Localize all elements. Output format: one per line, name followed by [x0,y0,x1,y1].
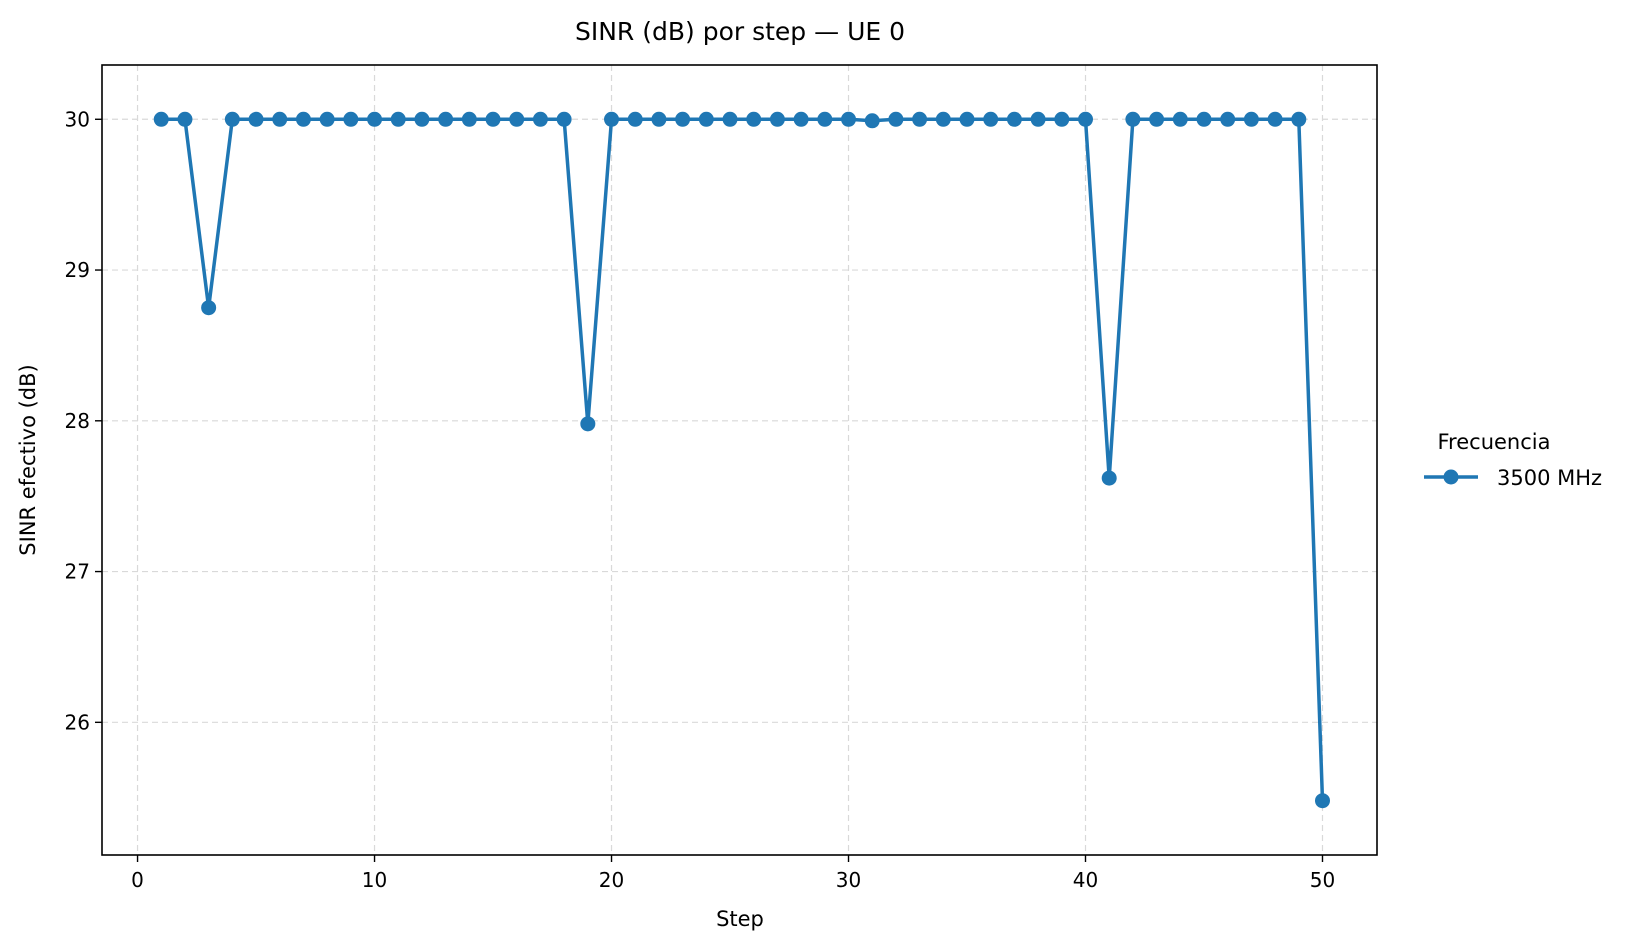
data-point [722,111,738,127]
x-tick-label: 30 [836,868,861,892]
data-point [1149,111,1165,127]
data-point [675,111,691,127]
y-tick-label: 29 [65,258,90,282]
data-point [604,111,620,127]
data-point [959,111,975,127]
data-point [912,111,928,127]
data-point [746,111,762,127]
data-point [390,111,406,127]
data-point [1314,793,1330,809]
x-tick-label: 40 [1073,868,1098,892]
data-point [224,111,240,127]
data-point [580,416,596,432]
y-tick-label: 30 [65,107,90,131]
data-point [864,113,880,129]
x-axis-label: Step [716,907,764,931]
data-point [438,111,454,127]
data-point [509,111,525,127]
x-tick-label: 0 [131,868,144,892]
data-point [556,111,572,127]
data-point [153,111,169,127]
data-point [769,111,785,127]
legend-entry-label: 3500 MHz [1497,466,1602,490]
y-tick-label: 28 [65,409,90,433]
data-point [983,111,999,127]
data-point [343,111,359,127]
data-point [295,111,311,127]
data-point [627,111,643,127]
data-point [935,111,951,127]
data-point [1030,111,1046,127]
data-point [1054,111,1070,127]
plot-frame [101,64,1378,856]
data-point [698,111,714,127]
data-point [817,111,833,127]
data-point [532,111,548,127]
data-point [485,111,501,127]
chart-title: SINR (dB) por step — UE 0 [575,17,905,46]
data-point [1006,111,1022,127]
data-point [1291,111,1307,127]
grid [102,65,1377,855]
x-axis-ticks: 0 10 20 30 40 50 [131,855,1335,892]
data-point [1172,111,1188,127]
data-point [414,111,430,127]
x-tick-label: 10 [362,868,387,892]
data-point [1196,111,1212,127]
data-point [201,300,217,316]
data-point [367,111,383,127]
data-point [1125,111,1141,127]
data-point [1220,111,1236,127]
data-point [841,111,857,127]
data-point [793,111,809,127]
x-tick-label: 50 [1310,868,1335,892]
data-point [1101,470,1117,486]
legend: Frecuencia 3500 MHz [1424,430,1602,490]
data-point [272,111,288,127]
series-layer [153,111,1330,809]
data-point [461,111,477,127]
data-point [319,111,335,127]
data-point [1267,111,1283,127]
data-point [248,111,264,127]
legend-marker [1443,469,1459,485]
data-point [651,111,667,127]
y-axis-ticks: 26 27 28 29 30 [65,107,102,734]
x-tick-label: 20 [599,868,624,892]
legend-title: Frecuencia [1438,430,1551,454]
data-point [1078,111,1094,127]
y-axis-label: SINR efectivo (dB) [16,364,40,555]
data-point [177,111,193,127]
y-tick-label: 27 [65,560,90,584]
data-point [1243,111,1259,127]
y-tick-label: 26 [65,710,90,734]
data-point [888,111,904,127]
